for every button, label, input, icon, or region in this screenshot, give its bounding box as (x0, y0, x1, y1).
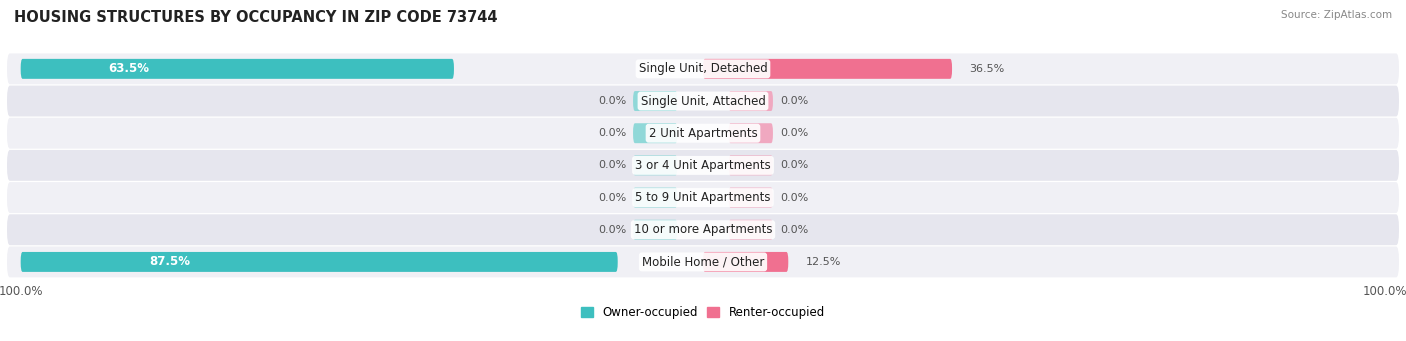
FancyBboxPatch shape (7, 118, 1399, 149)
Text: Single Unit, Detached: Single Unit, Detached (638, 62, 768, 75)
FancyBboxPatch shape (7, 86, 1399, 117)
Text: 0.0%: 0.0% (780, 225, 808, 235)
Text: 2 Unit Apartments: 2 Unit Apartments (648, 127, 758, 140)
FancyBboxPatch shape (633, 123, 678, 143)
Text: Single Unit, Attached: Single Unit, Attached (641, 94, 765, 107)
FancyBboxPatch shape (728, 91, 773, 111)
Text: 0.0%: 0.0% (780, 160, 808, 170)
FancyBboxPatch shape (7, 182, 1399, 213)
FancyBboxPatch shape (7, 54, 1399, 84)
Text: 12.5%: 12.5% (806, 257, 841, 267)
Text: 0.0%: 0.0% (598, 160, 626, 170)
FancyBboxPatch shape (633, 188, 678, 208)
Text: 87.5%: 87.5% (149, 255, 190, 268)
Text: 0.0%: 0.0% (598, 193, 626, 203)
FancyBboxPatch shape (703, 252, 789, 272)
Text: HOUSING STRUCTURES BY OCCUPANCY IN ZIP CODE 73744: HOUSING STRUCTURES BY OCCUPANCY IN ZIP C… (14, 10, 498, 25)
Text: 10 or more Apartments: 10 or more Apartments (634, 223, 772, 236)
Text: 0.0%: 0.0% (598, 128, 626, 138)
Legend: Owner-occupied, Renter-occupied: Owner-occupied, Renter-occupied (576, 301, 830, 324)
FancyBboxPatch shape (21, 252, 617, 272)
FancyBboxPatch shape (633, 155, 678, 175)
FancyBboxPatch shape (728, 188, 773, 208)
Text: 5 to 9 Unit Apartments: 5 to 9 Unit Apartments (636, 191, 770, 204)
FancyBboxPatch shape (728, 220, 773, 240)
Text: 0.0%: 0.0% (780, 193, 808, 203)
Text: 63.5%: 63.5% (108, 62, 149, 75)
FancyBboxPatch shape (633, 91, 678, 111)
Text: 0.0%: 0.0% (598, 96, 626, 106)
Text: Source: ZipAtlas.com: Source: ZipAtlas.com (1281, 10, 1392, 20)
Text: 0.0%: 0.0% (780, 128, 808, 138)
FancyBboxPatch shape (728, 123, 773, 143)
Text: 3 or 4 Unit Apartments: 3 or 4 Unit Apartments (636, 159, 770, 172)
FancyBboxPatch shape (633, 220, 678, 240)
FancyBboxPatch shape (703, 59, 952, 79)
FancyBboxPatch shape (7, 214, 1399, 245)
Text: 0.0%: 0.0% (598, 225, 626, 235)
FancyBboxPatch shape (728, 155, 773, 175)
FancyBboxPatch shape (21, 59, 454, 79)
FancyBboxPatch shape (7, 150, 1399, 181)
FancyBboxPatch shape (7, 247, 1399, 277)
Text: Mobile Home / Other: Mobile Home / Other (641, 255, 765, 268)
Text: 36.5%: 36.5% (969, 64, 1004, 74)
Text: 0.0%: 0.0% (780, 96, 808, 106)
